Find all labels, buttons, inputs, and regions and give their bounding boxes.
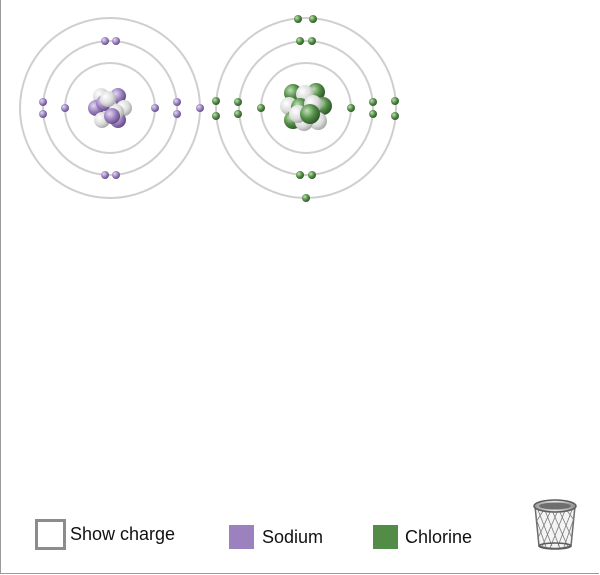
show-charge-label: Show charge [70, 524, 176, 544]
sodium-swatch [229, 525, 254, 549]
electron[interactable] [101, 171, 109, 179]
electron[interactable] [391, 97, 399, 105]
electron[interactable] [196, 104, 204, 112]
electron[interactable] [173, 98, 181, 106]
electron[interactable] [173, 110, 181, 118]
shell-middle [238, 40, 374, 176]
sodium-atom[interactable] [19, 17, 204, 199]
chlorine-nucleus [280, 83, 332, 131]
electron[interactable] [347, 104, 355, 112]
show-charge-control[interactable]: Show charge [35, 519, 175, 550]
electron[interactable] [296, 171, 304, 179]
electron[interactable] [234, 110, 242, 118]
electron[interactable] [112, 37, 120, 45]
electron[interactable] [212, 97, 220, 105]
sodium-legend: Sodium [229, 525, 323, 549]
electron[interactable] [39, 110, 47, 118]
electron[interactable] [308, 37, 316, 45]
electron[interactable] [257, 104, 265, 112]
sodium-nucleus [88, 88, 132, 128]
electron[interactable] [302, 194, 310, 202]
electron[interactable] [234, 98, 242, 106]
atoms-canvas [19, 15, 399, 202]
electron[interactable] [369, 98, 377, 106]
electron[interactable] [39, 98, 47, 106]
electron[interactable] [391, 112, 399, 120]
electron[interactable] [151, 104, 159, 112]
chlorine-label: Chlorine [405, 526, 473, 547]
electron[interactable] [309, 15, 317, 23]
electron[interactable] [308, 171, 316, 179]
electron[interactable] [294, 15, 302, 23]
electron[interactable] [112, 171, 120, 179]
chlorine-legend: Chlorine [373, 525, 472, 549]
electron[interactable] [61, 104, 69, 112]
chlorine-atom[interactable] [212, 15, 399, 202]
electron[interactable] [369, 110, 377, 118]
show-charge-checkbox[interactable] [35, 519, 66, 550]
sodium-label: Sodium [262, 526, 324, 547]
trash-can-icon[interactable] [530, 496, 580, 551]
electron[interactable] [296, 37, 304, 45]
electron[interactable] [101, 37, 109, 45]
shell-middle [42, 40, 178, 176]
chlorine-swatch [373, 525, 398, 549]
electron[interactable] [212, 112, 220, 120]
